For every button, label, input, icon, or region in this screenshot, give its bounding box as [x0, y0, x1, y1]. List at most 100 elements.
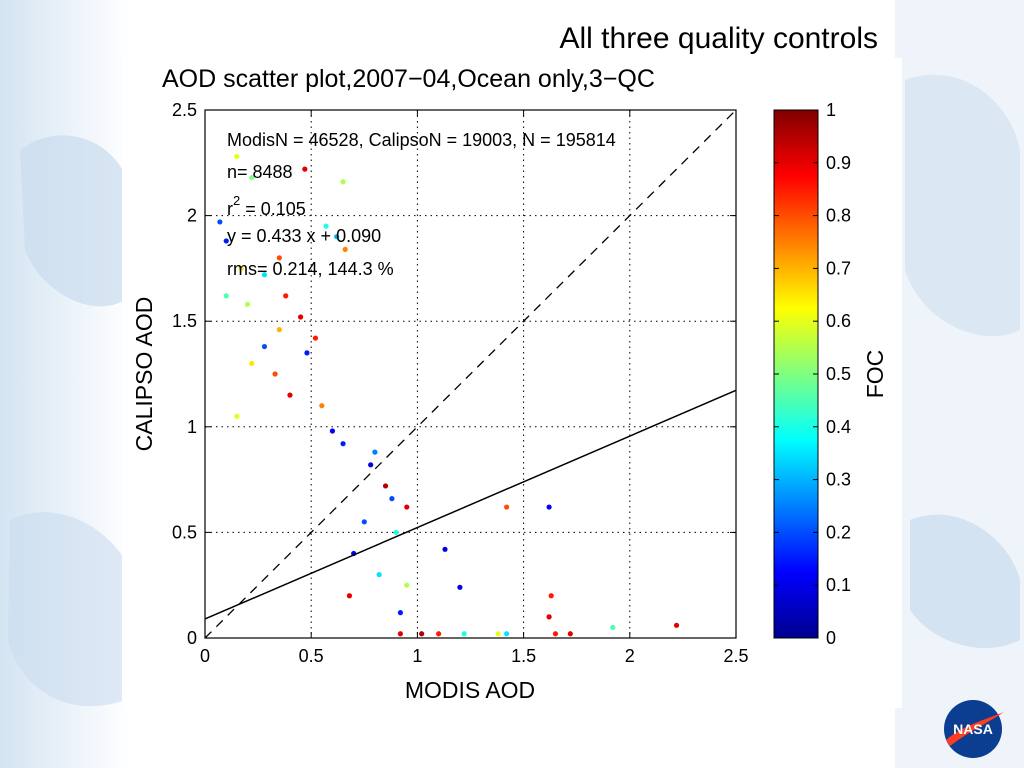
scatter-point — [546, 504, 552, 510]
scatter-point — [436, 631, 442, 637]
colorbar-tick-label: 0.7 — [826, 258, 851, 278]
scatter-point — [234, 153, 240, 160]
scatter-point — [397, 610, 404, 616]
scatter-point — [276, 327, 282, 333]
continent-shape — [910, 514, 1020, 649]
rms-annotation: rms= 0.214, 144.3 % — [227, 259, 394, 279]
scatter-point — [546, 614, 552, 620]
scatter-point — [372, 449, 378, 455]
scatter-point — [312, 335, 319, 341]
scatter-point — [419, 631, 425, 637]
x-tick-label: 0.5 — [299, 646, 324, 666]
colorbar-tick-label: 0.3 — [826, 470, 851, 490]
scatter-point — [249, 360, 255, 367]
fit-lines — [204, 109, 737, 639]
nasa-logo-text: NASA — [953, 721, 993, 737]
stats-annotations: ModisN = 46528, CalipsoN = 19003, N = 19… — [227, 130, 616, 279]
scatter-point — [382, 483, 389, 489]
scatter-point — [673, 622, 680, 628]
scatter-point — [217, 219, 223, 225]
x-tick-label: 0 — [200, 646, 210, 666]
scatter-point — [404, 504, 410, 510]
scatter-point — [404, 582, 410, 588]
scatter-point — [442, 546, 448, 552]
chart-title: AOD scatter plot,2007−04,Ocean only,3−QC — [162, 65, 655, 93]
scatter-point — [340, 441, 346, 447]
n-annotation: n= 8488 — [227, 162, 293, 182]
colorbar-ticks: 0 0.1 0.2 0.3 0.4 0.5 0.6 0.7 0.8 0.9 1 — [774, 100, 851, 648]
x-tick-label: 1 — [412, 646, 422, 666]
slide-title: All three quality controls — [559, 22, 879, 55]
scatter-point — [610, 624, 616, 631]
r2-annotation: r2 = 0.105 — [227, 193, 306, 219]
scatter-point — [548, 593, 554, 599]
scatter-point — [223, 238, 229, 244]
x-ticks: 0 0.5 1 1.5 2 2.5 — [200, 110, 749, 666]
y-tick-label: 1.5 — [172, 311, 197, 331]
continent-shape — [8, 512, 125, 707]
fit-annotation: y = 0.433 x + 0.090 — [227, 226, 381, 246]
scatter-point — [389, 496, 395, 502]
scatter-point — [495, 631, 501, 637]
scatter-point — [319, 403, 325, 409]
scatter-point — [261, 343, 268, 350]
colorbar-tick-label: 0.6 — [826, 311, 851, 331]
grid — [205, 110, 736, 638]
y-tick-label: 0.5 — [172, 522, 197, 542]
scatter-point — [304, 350, 310, 356]
y-ticks: 0 0.5 1 1.5 2 2.5 — [172, 100, 736, 648]
colorbar-tick-label: 0.9 — [826, 153, 851, 173]
scatter-point — [552, 631, 559, 637]
colorbar-tick-label: 0.4 — [826, 417, 851, 437]
scatter-points — [217, 153, 680, 637]
colorbar-tick-label: 0.2 — [826, 522, 851, 542]
plot-panel: AOD scatter plot,2007−04,Ocean only,3−QC… — [122, 58, 902, 708]
scatter-point — [334, 234, 340, 240]
colorbar-tick-label: 0 — [826, 628, 836, 648]
scatter-point — [223, 293, 229, 299]
scatter-point — [302, 166, 308, 172]
scatter-point — [376, 572, 382, 578]
x-axis-label: MODIS AOD — [405, 677, 535, 703]
regression-line — [204, 389, 737, 620]
scatter-chart: AOD scatter plot,2007−04,Ocean only,3−QC… — [131, 65, 888, 703]
scatter-point — [457, 584, 463, 590]
scatter-point — [329, 428, 336, 434]
scatter-point — [323, 223, 329, 229]
scatter-point — [244, 301, 251, 307]
colorbar-tick-label: 0.1 — [826, 575, 851, 595]
y-axis-label: CALIPSO AOD — [131, 297, 157, 452]
continent-shape — [905, 74, 1020, 337]
one-to-one-line — [204, 109, 737, 639]
y-tick-label: 1 — [187, 417, 197, 437]
colorbar-tick-label: 0.8 — [826, 206, 851, 226]
x-tick-label: 2.5 — [723, 646, 748, 666]
x-tick-label: 2 — [625, 646, 635, 666]
scatter-point — [238, 265, 244, 271]
scatter-point — [340, 179, 346, 185]
scatter-point — [397, 631, 404, 637]
scatter-point — [368, 462, 374, 468]
scatter-point — [504, 631, 510, 637]
scatter-point — [272, 371, 278, 377]
scatter-point — [287, 392, 293, 398]
scatter-point — [297, 314, 304, 320]
counts-annotation: ModisN = 46528, CalipsoN = 19003, N = 19… — [227, 130, 616, 150]
scatter-point — [393, 529, 399, 535]
x-tick-label: 1.5 — [511, 646, 536, 666]
scatter-point — [504, 504, 510, 510]
scatter-point — [346, 593, 353, 599]
scatter-point — [342, 246, 348, 252]
scatter-point — [234, 413, 240, 419]
nasa-logo: NASA — [944, 700, 1004, 758]
scatter-point — [276, 255, 282, 261]
continent-shape — [20, 135, 125, 307]
y-tick-label: 0 — [187, 628, 197, 648]
colorbar-tick-label: 1 — [826, 100, 836, 120]
colorbar-label: FOC — [862, 350, 888, 399]
y-tick-label: 2.5 — [172, 100, 197, 120]
colorbar — [773, 109, 819, 639]
colorbar-tick-label: 0.5 — [826, 364, 851, 384]
scatter-point — [461, 631, 467, 637]
